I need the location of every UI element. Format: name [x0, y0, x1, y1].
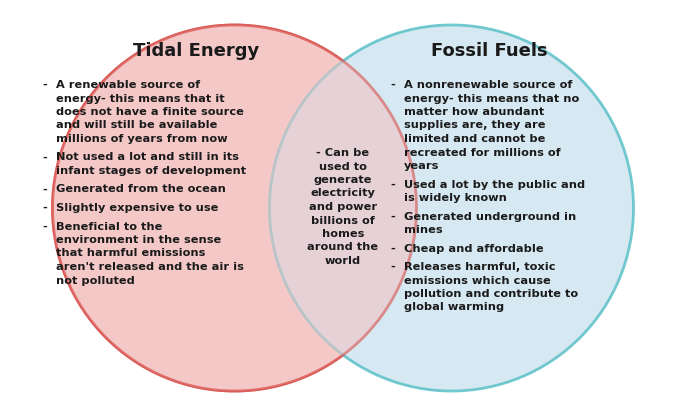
- Text: Cheap and affordable: Cheap and affordable: [404, 243, 544, 253]
- Text: -: -: [390, 262, 395, 272]
- Text: -: -: [42, 203, 47, 213]
- Text: recreated for millions of: recreated for millions of: [404, 148, 561, 158]
- Text: mines: mines: [404, 225, 442, 235]
- Text: -: -: [390, 211, 395, 221]
- Text: energy- this means that it: energy- this means that it: [56, 94, 225, 104]
- Text: years: years: [404, 161, 440, 171]
- Text: electricity: electricity: [311, 188, 375, 198]
- Ellipse shape: [52, 25, 416, 391]
- Text: A renewable source of: A renewable source of: [56, 80, 200, 90]
- Text: -: -: [390, 243, 395, 253]
- Text: is widely known: is widely known: [404, 193, 507, 203]
- Text: Not used a lot and still in its: Not used a lot and still in its: [56, 153, 239, 163]
- Text: Tidal Energy: Tidal Energy: [134, 42, 260, 60]
- Ellipse shape: [52, 25, 416, 391]
- Text: Generated from the ocean: Generated from the ocean: [56, 185, 226, 195]
- Text: generate: generate: [314, 175, 372, 185]
- Text: homes: homes: [322, 229, 364, 239]
- Text: limited and cannot be: limited and cannot be: [404, 134, 545, 144]
- Text: Generated underground in: Generated underground in: [404, 211, 576, 221]
- Text: Fossil Fuels: Fossil Fuels: [431, 42, 548, 60]
- Text: that harmful emissions: that harmful emissions: [56, 248, 205, 258]
- Text: -: -: [390, 80, 395, 90]
- Text: Beneficial to the: Beneficial to the: [56, 221, 162, 231]
- Text: -: -: [390, 179, 395, 190]
- Text: A nonrenewable source of: A nonrenewable source of: [404, 80, 573, 90]
- Text: -: -: [42, 185, 47, 195]
- Text: around the: around the: [307, 243, 379, 253]
- Text: - Can be: - Can be: [316, 148, 370, 158]
- Text: millions of years from now: millions of years from now: [56, 134, 228, 144]
- Text: world: world: [325, 256, 361, 266]
- Text: pollution and contribute to: pollution and contribute to: [404, 289, 578, 299]
- Ellipse shape: [270, 25, 634, 391]
- Text: matter how abundant: matter how abundant: [404, 107, 545, 117]
- Text: and power: and power: [309, 202, 377, 212]
- Text: billions of: billions of: [311, 215, 375, 225]
- Text: -: -: [42, 80, 47, 90]
- Text: Used a lot by the public and: Used a lot by the public and: [404, 179, 585, 190]
- Text: supplies are, they are: supplies are, they are: [404, 121, 545, 131]
- Text: -: -: [42, 221, 47, 231]
- Text: environment in the sense: environment in the sense: [56, 235, 221, 245]
- Text: global warming: global warming: [404, 302, 504, 312]
- Text: aren't released and the air is: aren't released and the air is: [56, 262, 244, 272]
- Text: used to: used to: [319, 161, 367, 171]
- Text: Releases harmful, toxic: Releases harmful, toxic: [404, 262, 556, 272]
- Text: not polluted: not polluted: [56, 275, 134, 285]
- Text: emissions which cause: emissions which cause: [404, 275, 551, 285]
- Text: energy- this means that no: energy- this means that no: [404, 94, 580, 104]
- Text: Slightly expensive to use: Slightly expensive to use: [56, 203, 218, 213]
- Text: does not have a finite source: does not have a finite source: [56, 107, 244, 117]
- Text: and will still be available: and will still be available: [56, 121, 218, 131]
- Text: infant stages of development: infant stages of development: [56, 166, 246, 176]
- Text: -: -: [42, 153, 47, 163]
